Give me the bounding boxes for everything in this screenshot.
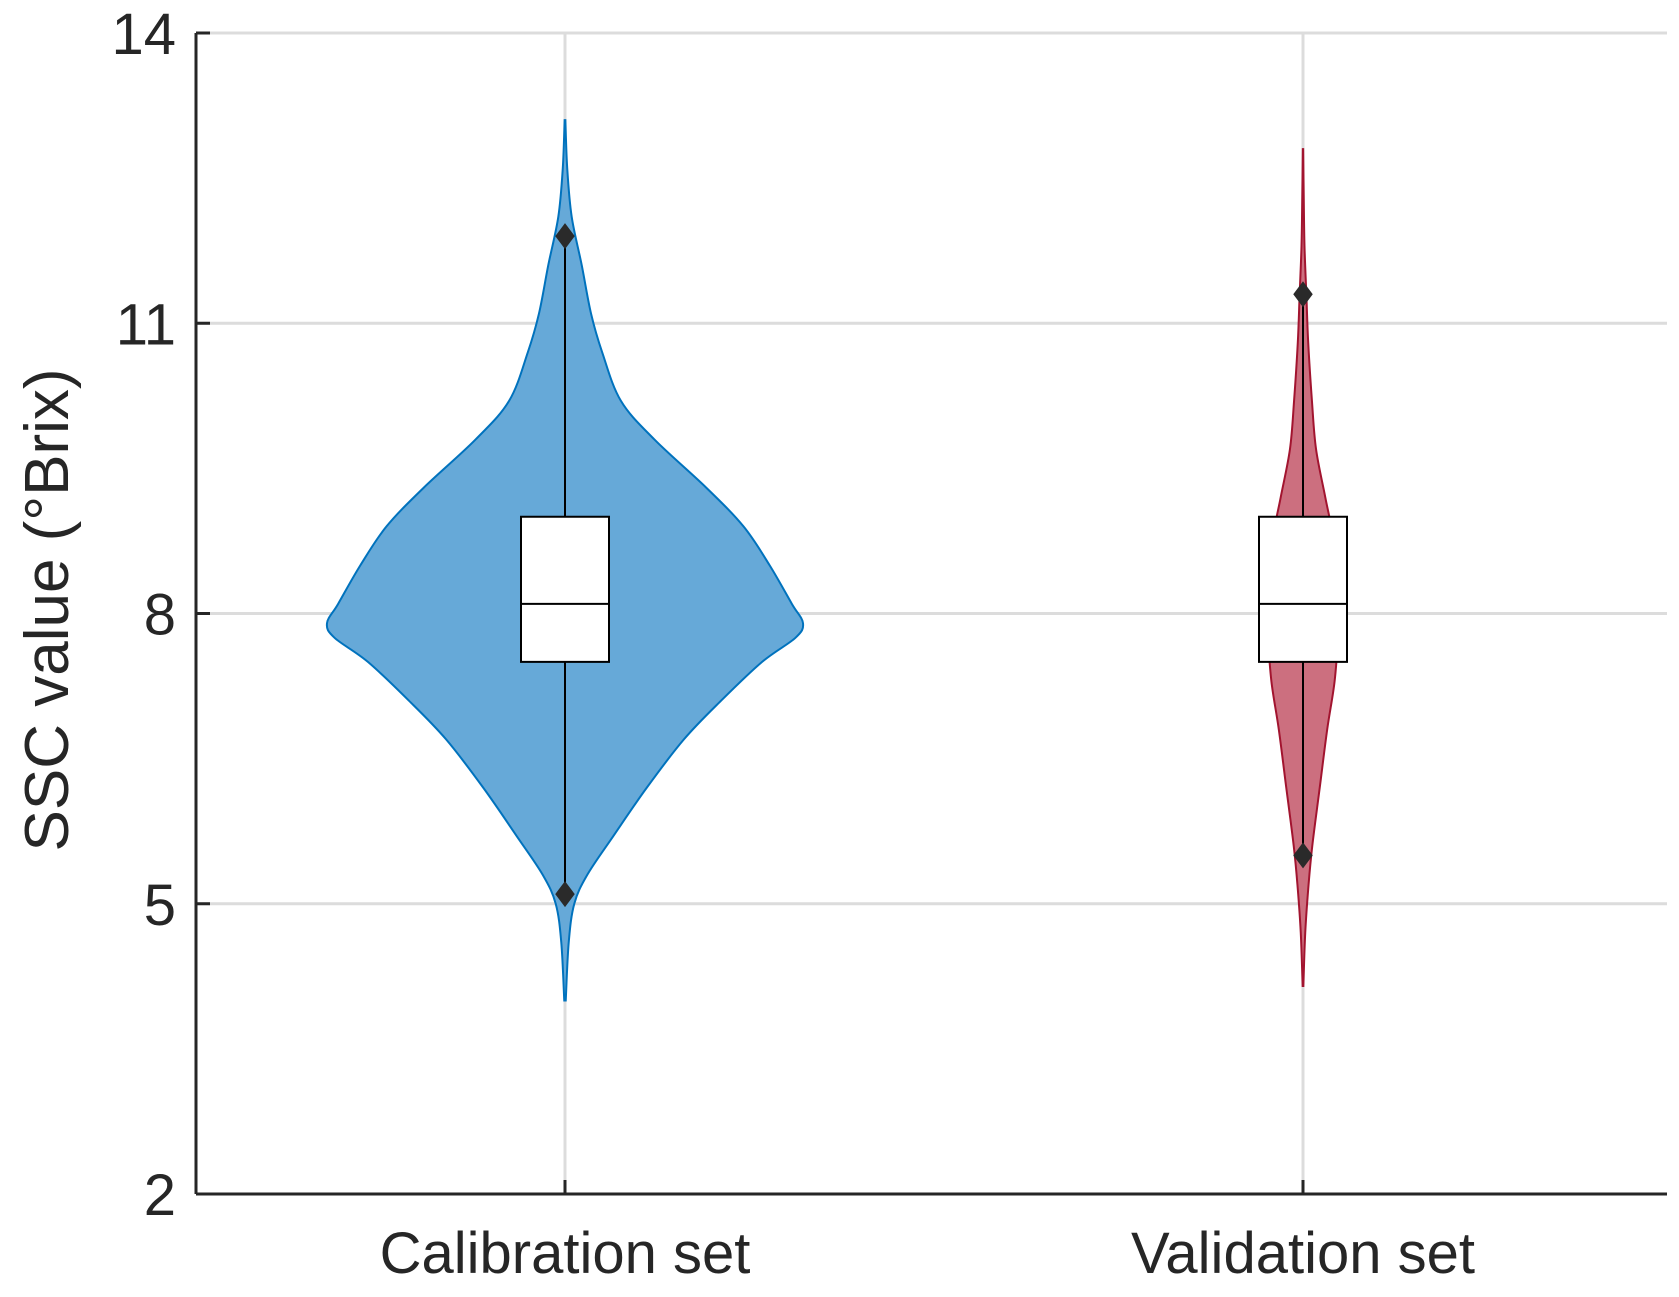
y-tick-label: 14 [111,2,176,67]
violins [325,119,1348,1002]
violin-calibration-set [325,119,805,1002]
axes: 2 5 8 11 14 Calibration set Validation set [111,2,1667,1286]
violin-validation-set [1258,148,1348,987]
whisker-high-marker [1293,281,1313,308]
iqr-box [520,515,610,663]
y-axis-title: SSC value (°Brix) [13,368,82,851]
y-tick-label: 11 [116,292,176,357]
y-tick-label: 5 [144,873,176,938]
y-tick-label: 8 [144,583,176,648]
whisker-low-marker [555,881,575,908]
iqr-box [1258,515,1348,663]
x-tick-label: Validation set [1131,1221,1475,1286]
whisker-low-marker [1293,842,1313,869]
x-tick-label: Calibration set [380,1221,751,1286]
y-tick-label: 2 [144,1163,176,1228]
whisker-high-marker [555,223,575,250]
